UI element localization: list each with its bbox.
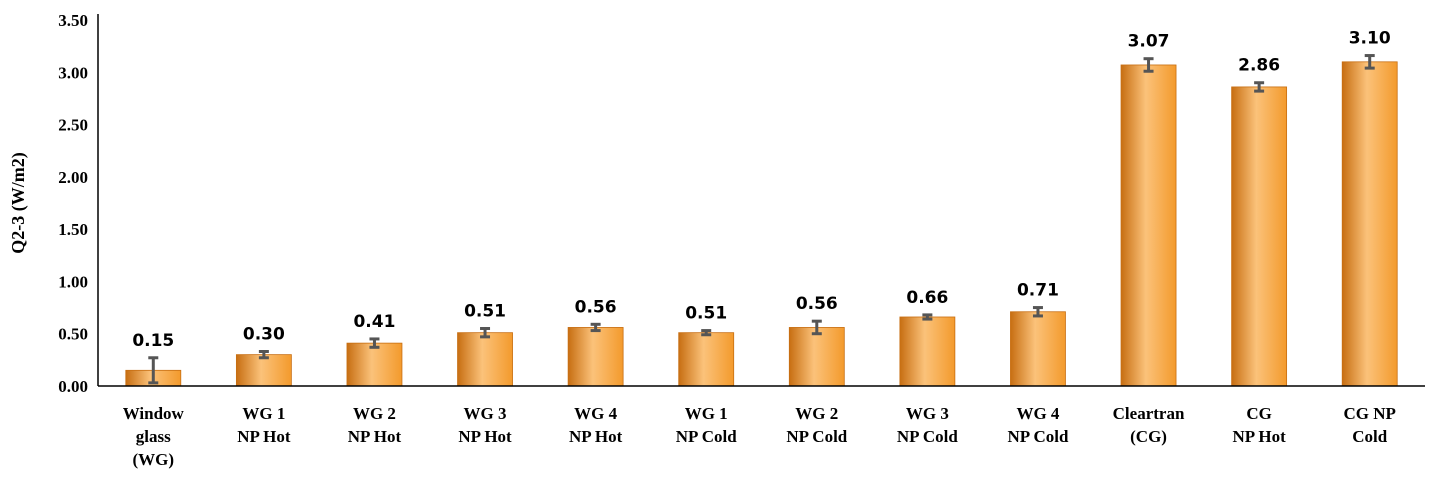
- y-tick-label: 0.00: [58, 377, 88, 396]
- y-tick-label: 1.00: [58, 272, 88, 291]
- bar: [1341, 61, 1398, 387]
- bar-group: 0.30: [235, 324, 292, 387]
- x-tick-label: WG 1 NP Cold: [676, 404, 737, 446]
- bar-group: 0.71: [1010, 281, 1066, 387]
- bar-group: 2.86: [1231, 56, 1288, 387]
- data-label: 0.30: [243, 324, 285, 344]
- x-tick-label: WG 3 NP Hot: [458, 404, 512, 446]
- y-tick-label: 1.50: [58, 220, 88, 239]
- data-label: 3.07: [1128, 32, 1170, 52]
- bars: 0.15 0.30 0.41 0.51 0.56 0.51 0.56 0.66 0.71 3.07…: [125, 29, 1398, 387]
- data-label: 0.41: [353, 312, 395, 332]
- y-tick-label: 2.50: [58, 116, 88, 135]
- y-tick-label: 3.50: [58, 11, 88, 30]
- bar: [567, 327, 624, 387]
- bar: [457, 332, 513, 387]
- data-label: 2.86: [1238, 56, 1280, 76]
- x-tick-label: WG 3 NP Cold: [897, 404, 958, 446]
- bar: [899, 316, 956, 387]
- data-label: 0.15: [132, 331, 174, 351]
- bar: [788, 327, 845, 387]
- x-tick-label: WG 4 NP Cold: [1007, 404, 1068, 446]
- x-tick-label: WG 2 NP Cold: [786, 404, 847, 446]
- x-tick-label: Window glass (WG): [123, 404, 185, 469]
- x-tick-label: Cleartran (CG): [1113, 404, 1185, 446]
- x-tick-label: WG 1 NP Hot: [237, 404, 291, 446]
- bar: [1010, 311, 1066, 387]
- bar-group: 3.10: [1341, 29, 1398, 387]
- x-tick-label: CG NP Cold: [1343, 404, 1395, 446]
- y-axis-title: Q2-3 (W/m2): [8, 152, 29, 253]
- y-tick-label: 3.00: [58, 63, 88, 82]
- bar-group: 0.15: [125, 331, 182, 387]
- x-tick-label: WG 4 NP Hot: [569, 404, 623, 446]
- bar-group: 3.07: [1120, 32, 1177, 387]
- bar-group: 0.66: [899, 288, 956, 387]
- y-tick-label: 0.50: [58, 325, 88, 344]
- bar: [1231, 86, 1288, 387]
- data-label: 0.56: [796, 294, 838, 314]
- x-tick-label: CG NP Hot: [1232, 404, 1286, 446]
- bar: [235, 354, 292, 387]
- y-axis: 0.00 0.50 1.00 1.50 2.00 2.50 3.00 3.50: [58, 11, 99, 396]
- y-tick-label: 2.00: [58, 168, 88, 187]
- data-label: 0.71: [1017, 281, 1059, 301]
- data-label: 0.51: [464, 301, 506, 321]
- bar: [1120, 64, 1177, 387]
- bar: [678, 332, 735, 387]
- x-tick-label: WG 2 NP Hot: [348, 404, 402, 446]
- bar-group: 0.51: [678, 304, 735, 387]
- bar-group: 0.51: [457, 301, 513, 387]
- bar-group: 0.56: [788, 294, 845, 387]
- data-label: 0.51: [685, 304, 727, 324]
- bar: [346, 342, 403, 387]
- bar-group: 0.56: [567, 297, 624, 387]
- data-label: 0.56: [575, 297, 617, 317]
- bar-group: 0.41: [346, 312, 403, 387]
- data-label: 3.10: [1349, 29, 1391, 49]
- data-label: 0.66: [906, 288, 948, 308]
